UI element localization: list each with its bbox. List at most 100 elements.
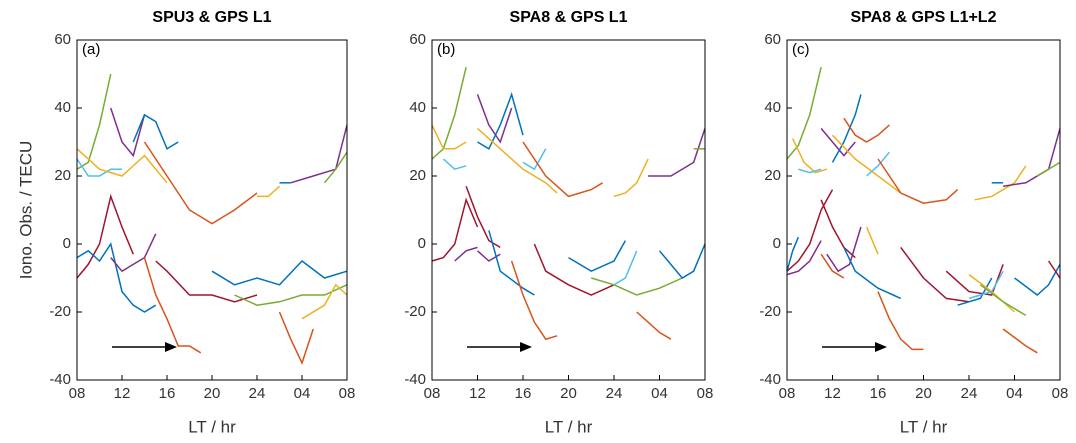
data-line (945, 264, 1004, 296)
data-line (613, 158, 649, 198)
x-tick-label: 24 (961, 385, 978, 402)
data-line (477, 91, 524, 150)
data-line (290, 124, 348, 184)
y-tick-label: -20 (404, 303, 426, 320)
plot-frame (76, 39, 348, 381)
y-axis-label: Iono. Obs. / TECU (16, 141, 35, 280)
data-line (278, 311, 314, 366)
data-line (431, 124, 467, 150)
data-line (522, 148, 547, 171)
data-line (431, 197, 479, 262)
y-tick-label: 60 (409, 31, 426, 48)
data-line (301, 283, 348, 320)
y-tick-label: 40 (54, 99, 71, 116)
data-line (831, 134, 902, 194)
y-tick-label: 0 (773, 235, 781, 252)
data-line (900, 246, 970, 303)
chart-title: SPU3 & GPS L1 (152, 9, 271, 26)
x-tick-label: 24 (249, 385, 266, 402)
x-tick-label: 12 (469, 385, 486, 402)
x-tick-label: 08 (1052, 385, 1069, 402)
data-line (979, 284, 1027, 317)
chart-title: SPA8 & GPS L1+L2 (851, 9, 997, 26)
x-tick-label: 08 (69, 385, 86, 402)
y-tick-label: -40 (404, 371, 426, 388)
data-line (132, 113, 179, 150)
y-tick-label: 0 (63, 235, 71, 252)
data-line (820, 199, 856, 259)
data-line (522, 141, 604, 198)
data-line (1014, 264, 1061, 296)
data-line (76, 73, 112, 170)
data-line (826, 226, 862, 273)
y-tick-label: 60 (764, 31, 781, 48)
y-tick-label: 20 (764, 167, 781, 184)
x-tick-label: 16 (870, 385, 887, 402)
data-line (234, 284, 348, 306)
x-tick-label: 16 (159, 385, 176, 402)
data-line (968, 270, 1004, 300)
y-tick-label: -40 (49, 371, 71, 388)
data-line (211, 259, 348, 286)
x-axis-label: LT / hr (188, 417, 236, 436)
x-tick-label: 04 (1006, 385, 1023, 402)
data-line (786, 189, 834, 272)
data-line (974, 165, 1027, 201)
chart-title: SPA8 & GPS L1 (510, 9, 628, 26)
data-line (786, 67, 822, 160)
y-tick-label: 20 (54, 167, 71, 184)
y-tick-label: 20 (409, 167, 426, 184)
x-tick-label: 08 (779, 385, 796, 402)
data-line (1003, 128, 1061, 187)
data-line (76, 158, 122, 177)
x-tick-label: 08 (424, 385, 441, 402)
data-line (510, 260, 558, 341)
data-line (110, 107, 146, 158)
panel-label: (b) (437, 41, 455, 58)
data-line (786, 236, 800, 272)
data-line (786, 240, 822, 276)
data-line (76, 193, 134, 279)
y-tick-label: -40 (759, 371, 781, 388)
x-tick-label: 20 (204, 385, 221, 402)
data-line (257, 185, 281, 198)
plot-frame (431, 39, 706, 381)
data-line (648, 128, 706, 177)
data-line (843, 117, 890, 143)
arrow-head (165, 342, 177, 352)
data-line (488, 230, 535, 296)
data-line (866, 151, 890, 177)
data-line (465, 185, 501, 249)
data-line (476, 94, 513, 144)
y-tick-label: 0 (418, 235, 426, 252)
x-tick-label: 12 (824, 385, 841, 402)
data-line (798, 168, 822, 174)
data-line (843, 247, 902, 300)
data-line (831, 94, 862, 163)
data-line (442, 158, 467, 171)
x-tick-label: 04 (651, 385, 668, 402)
arrow-head (520, 342, 532, 352)
data-line (454, 246, 478, 262)
data-line (792, 138, 828, 174)
data-line (568, 240, 627, 273)
y-tick-label: 60 (54, 31, 71, 48)
x-tick-label: 20 (915, 385, 932, 402)
data-line (533, 243, 615, 296)
x-tick-label: 20 (560, 385, 577, 402)
data-line (1048, 260, 1061, 279)
x-tick-label: 04 (294, 385, 311, 402)
data-line (431, 67, 467, 160)
data-line (877, 291, 924, 351)
data-line (957, 277, 993, 306)
x-axis-label: LT / hr (900, 417, 948, 436)
data-line (323, 151, 348, 184)
panel-label: (c) (792, 41, 810, 58)
x-axis-label: LT / hr (545, 417, 593, 436)
data-line (76, 148, 168, 184)
y-tick-label: 40 (764, 99, 781, 116)
data-line (877, 158, 959, 204)
x-tick-label: 08 (339, 385, 356, 402)
data-line (76, 242, 157, 313)
